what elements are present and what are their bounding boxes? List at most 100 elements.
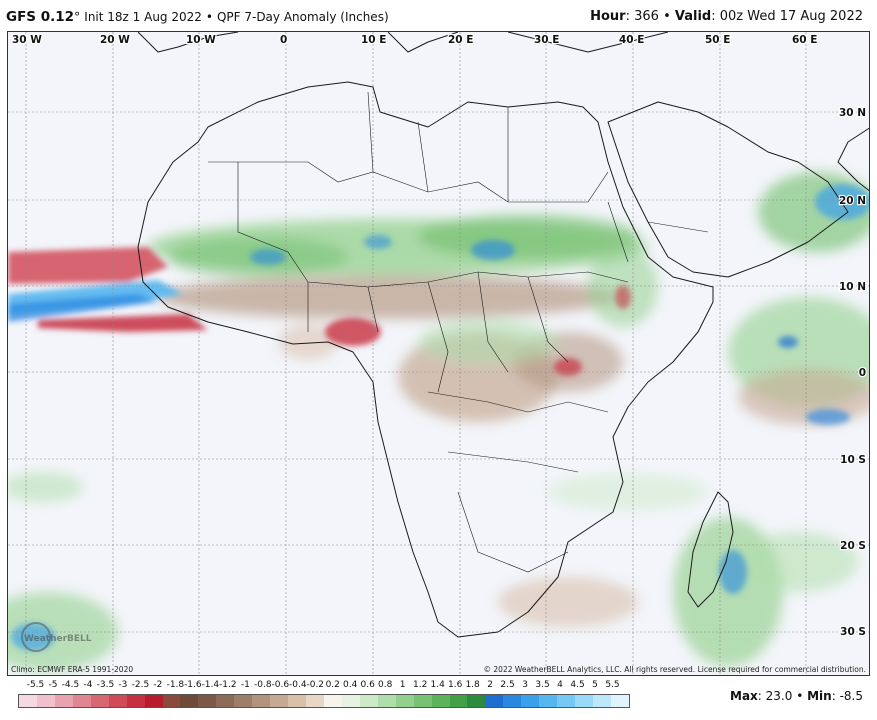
scale-label: -4	[83, 680, 93, 690]
lat-label: 20 S	[840, 540, 866, 552]
scale-label: -1.8	[166, 680, 185, 690]
scale-swatch	[252, 695, 271, 707]
scale-label: 4	[557, 680, 563, 690]
lat-label: 0	[859, 367, 866, 379]
scale-label: -3.5	[96, 680, 115, 690]
lon-label: 20 E	[448, 34, 473, 46]
scale-label: -0.2	[306, 680, 325, 690]
legend-footer: -5.5 -5 -4.5 -4 -3.5 -3 -2.5 -2 -1.8 -1.6 -1.4 -1.2…	[0, 676, 877, 720]
header-left: GFS 0.12° Init 18z 1 Aug 2022 • QPF 7-Da…	[6, 9, 389, 25]
weatherbell-logo: WeatherBELL	[21, 622, 92, 652]
lat-label: 20 N	[839, 195, 866, 207]
scale-swatch	[610, 695, 629, 707]
scale-label: 2.5	[500, 680, 515, 690]
scale-label: -0.6	[271, 680, 290, 690]
scale-swatch	[144, 695, 163, 707]
lon-label: 30 W	[12, 34, 42, 46]
header-right: Hour: 366 • Valid: 00z Wed 17 Aug 2022	[590, 9, 863, 24]
color-scale-bar	[18, 694, 630, 708]
scale-label: 0.8	[378, 680, 393, 690]
scale-swatch	[234, 695, 253, 707]
scale-label: -1.2	[219, 680, 237, 690]
scale-label: -0.8	[254, 680, 272, 690]
hour-label: Hour	[590, 9, 626, 24]
degree-mark: °	[74, 9, 81, 24]
scale-swatch	[539, 695, 558, 707]
scale-swatch	[341, 695, 360, 707]
scale-swatch	[19, 695, 37, 707]
scale-swatch	[359, 695, 378, 707]
valid-label: Valid	[674, 9, 712, 24]
min-value: -8.5	[839, 689, 863, 703]
scale-label: 1	[399, 680, 406, 690]
lon-label: 60 E	[792, 34, 817, 46]
lon-label: 20 W	[100, 34, 130, 46]
map-panel: 30 W 20 W 10 W 0 10 E 20 E 30 E 40 E 50 …	[7, 31, 870, 676]
anomaly-shading	[8, 172, 869, 672]
scale-swatch	[270, 695, 289, 707]
scale-label: -0.4	[288, 680, 307, 690]
scale-swatch	[72, 695, 91, 707]
scale-swatch	[575, 695, 593, 707]
scale-swatch	[431, 695, 450, 707]
scale-label: 0.2	[325, 680, 340, 690]
scale-label: -1.6	[184, 680, 202, 690]
scale-label: -1.4	[201, 680, 220, 690]
climo-note: Climo: ECMWF ERA-5 1991-2020	[11, 665, 133, 674]
scale-label: 1.2	[412, 680, 428, 690]
model-name: GFS 0.12	[6, 9, 75, 25]
min-label: Min	[807, 689, 832, 703]
scale-label: 3.5	[535, 680, 550, 690]
max-value: 23.0	[765, 689, 793, 703]
scale-label: 1.4	[430, 680, 445, 690]
scale-swatch	[593, 695, 611, 707]
scale-swatch	[288, 695, 306, 707]
separator-dot: •	[205, 10, 213, 24]
scale-label: 5.5	[605, 680, 620, 690]
scale-label: 3	[522, 680, 528, 690]
scale-label: -5.5	[26, 680, 45, 690]
lon-label: 50 E	[705, 34, 730, 46]
latitude-labels: 30 N 20 N 10 N 0 10 S 20 S 30 S	[838, 106, 867, 639]
valid-time: 00z Wed 17 Aug 2022	[719, 9, 863, 24]
scale-label: -1	[240, 680, 250, 690]
lon-label: 40 E	[619, 34, 644, 46]
graticule-lines	[8, 32, 869, 675]
scale-swatch	[503, 695, 522, 707]
scale-swatch	[377, 695, 396, 707]
scale-label: -3	[118, 680, 128, 690]
lat-label: 10 N	[839, 281, 866, 293]
scale-swatch	[413, 695, 432, 707]
scale-swatch	[557, 695, 576, 707]
scale-label: 0.4	[343, 680, 358, 690]
country-borders	[208, 91, 709, 573]
lon-label: 10 E	[361, 34, 386, 46]
scale-label: 4.5	[570, 680, 585, 690]
scale-swatch	[90, 695, 109, 707]
scale-swatch	[485, 695, 504, 707]
color-scale-labels: -5.5 -5 -4.5 -4 -3.5 -3 -2.5 -2 -1.8 -1.6 -1.4 -1.2…	[18, 680, 630, 694]
copyright-note: © 2022 WeatherBELL Analytics, LLC. All r…	[484, 665, 866, 674]
lon-label: 30 E	[534, 34, 559, 46]
scale-swatch	[108, 695, 127, 707]
product-name: QPF 7-Day Anomaly (Inches)	[216, 10, 389, 24]
scale-label: -5	[48, 680, 58, 690]
longitude-labels: 30 W 20 W 10 W 0 10 E 20 E 30 E 40 E 50 …	[11, 33, 819, 47]
lat-label: 10 S	[840, 454, 866, 466]
max-min-readout: Max: 23.0 • Min: -8.5	[730, 689, 863, 703]
scale-swatch	[395, 695, 414, 707]
scale-label: 0.6	[360, 680, 375, 690]
separator-dot: •	[663, 9, 675, 24]
scale-swatch	[54, 695, 73, 707]
scale-label: -2.5	[131, 680, 150, 690]
scale-label: 2	[487, 680, 493, 690]
scale-swatch	[198, 695, 217, 707]
scale-swatch	[162, 695, 181, 707]
scale-swatch	[323, 695, 342, 707]
lon-label: 0	[280, 34, 287, 46]
svg-text:WeatherBELL: WeatherBELL	[24, 634, 92, 644]
scale-swatch	[306, 695, 324, 707]
scale-label: -2	[153, 680, 163, 690]
scale-swatch	[36, 695, 55, 707]
lat-label: 30 N	[839, 107, 866, 119]
